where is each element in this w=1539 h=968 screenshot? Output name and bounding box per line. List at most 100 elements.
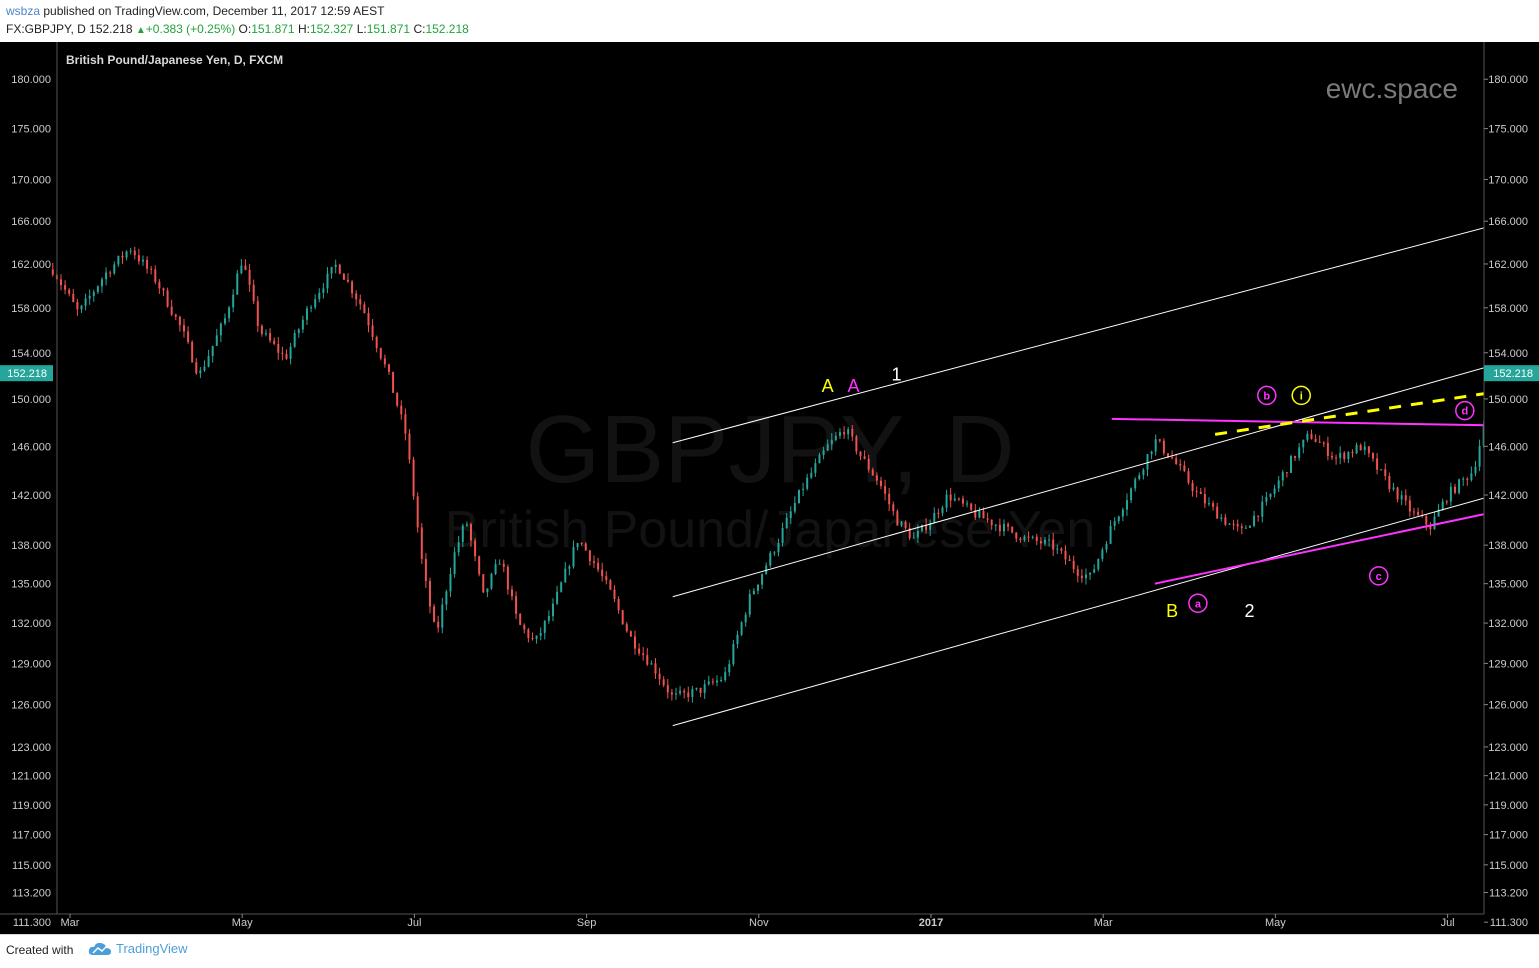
candle-body [285,353,288,359]
candle-body [1453,486,1456,493]
candle-body [506,566,509,590]
candle-body [1294,456,1297,458]
candle-body [1015,532,1018,539]
candle-body [892,504,895,512]
candle-body [859,451,862,457]
candle-body [232,294,235,308]
candle-body [150,268,153,270]
candle-body [957,498,960,500]
candle-body [1097,558,1100,570]
author-link[interactable]: wsbza [6,4,41,18]
candle-body [1302,439,1305,448]
candle-body [1396,487,1399,500]
candle-body [633,636,636,649]
tradingview-brand[interactable]: TradingView [116,941,188,956]
left-last-price-tag-label: 152.218 [7,368,47,380]
candle-body [510,589,513,597]
candle-body [1433,516,1436,530]
price-tick-label: 175.000 [1488,124,1528,136]
candle-body [400,405,403,415]
candle-body [109,272,112,274]
candle-body [1171,457,1174,459]
candle-body [1162,440,1165,454]
candle-body [576,543,579,548]
candle-body [1187,471,1190,483]
candle-body [1404,495,1407,501]
candle-body [1113,521,1116,526]
price-scale-background [1484,42,1539,934]
candle-body [1068,559,1071,561]
candle-body [1023,536,1026,541]
candle-body [129,250,132,252]
wave-label: i [1300,390,1303,402]
candle-body [338,264,341,274]
left-price-tick-label: 135.000 [11,579,51,591]
low-label: L: [356,22,367,36]
candle-body [1166,453,1169,458]
wave-label: B [1166,601,1178,621]
candle-body [1002,524,1005,532]
tradingview-logo[interactable]: TradingView [88,941,188,956]
candle-body [215,335,218,346]
candle-body [904,521,907,529]
candle-body [802,488,805,490]
candle-body [100,279,103,287]
candle-body [1257,515,1260,517]
price-chart[interactable]: GBPJPY, D British Pound/Japanese Yen A A1… [0,42,1539,934]
candle-body [1207,503,1210,505]
candle-body [482,574,485,593]
candle-body [387,364,390,372]
candle-body [301,319,304,330]
price-tick-label: 111.300 [1490,917,1528,929]
candle-body [1158,439,1161,441]
candle-body [346,279,349,282]
candle-body [1191,482,1194,492]
candle-body [277,343,280,353]
candle-body [1289,456,1292,473]
open-label: O: [238,22,252,36]
candle-body [543,620,546,633]
candle-body [428,581,431,607]
candle-body [834,435,837,440]
candle-body [953,498,956,501]
candle-body [1326,442,1329,456]
candle-body [396,392,399,406]
candle-body [1007,524,1010,527]
left-price-tick-label: 117.000 [12,830,51,842]
left-price-tick-label: 150.000 [11,394,51,406]
candle-body [629,631,632,637]
candle-body [1470,473,1473,480]
price-tick-label: 126.000 [1488,700,1528,712]
time-tick-label: Sep [577,917,597,929]
candle-body [900,521,903,526]
left-price-tick-label: 121.000 [11,771,51,783]
candle-body [1039,541,1042,544]
created-with-text: Created with [6,943,74,957]
candle-body [986,518,989,520]
time-tick-label: May [1265,917,1286,929]
price-tick-label: 180.000 [1488,74,1528,86]
candle-body [1310,433,1313,439]
candle-body [994,524,997,526]
left-price-tick-label: 119.000 [12,800,51,812]
candle-body [625,624,628,632]
price-tick-label: 138.000 [1488,540,1528,552]
candle-body [252,284,255,302]
candle-body [937,512,940,514]
candle-body [441,604,444,628]
candle-body [646,655,649,665]
candle-body [896,511,899,526]
candle-body [92,291,95,296]
candle-body [117,255,120,265]
candle-body [740,622,743,635]
candle-body [420,527,423,559]
candle-body [703,684,706,693]
price-tick-label: 158.000 [1488,303,1528,315]
candle-body [248,269,251,285]
candle-body [293,333,296,347]
candle-body [1437,509,1440,517]
candle-body [433,606,436,622]
candle-body [1011,526,1014,533]
candle-body [412,459,415,497]
candle-body [810,472,813,478]
